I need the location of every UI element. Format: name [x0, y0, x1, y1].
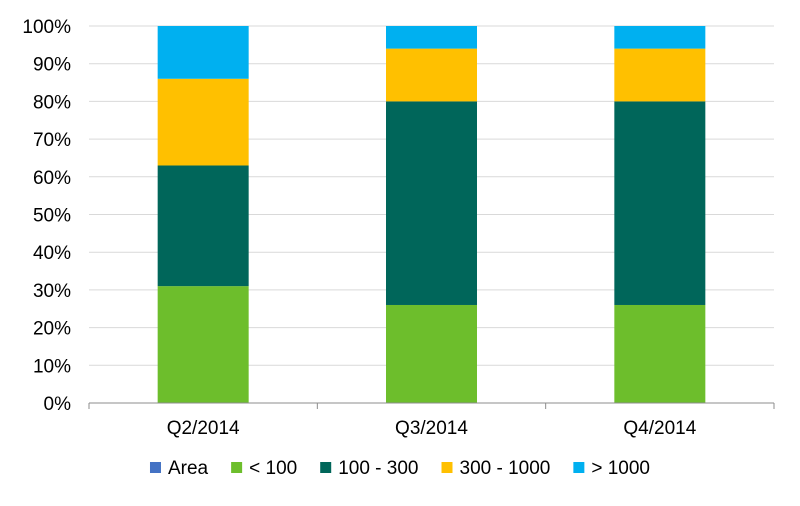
- legend-item: > 1000: [573, 458, 650, 479]
- legend-item: Area: [149, 458, 209, 479]
- legend: Area < 100 100 - 300 300 - 1000 > 1000: [149, 458, 650, 479]
- bar-segment: [614, 304, 706, 403]
- legend-swatch: [573, 462, 585, 473]
- bar-segment: [614, 48, 706, 102]
- y-tick-label: 80%: [33, 92, 71, 113]
- y-axis: 0% 10% 20% 30% 40% 50% 60% 70% 80% 90% 100%: [22, 17, 71, 415]
- legend-item: 100 - 300: [320, 458, 419, 479]
- legend-label: 100 - 300: [338, 458, 418, 479]
- y-tick-label: 90%: [33, 55, 71, 76]
- legend-swatch: [231, 462, 243, 473]
- legend-label: Area: [168, 458, 209, 479]
- bar-segment: [614, 101, 706, 305]
- y-tick-label: 70%: [33, 130, 71, 151]
- legend-swatch: [441, 462, 453, 473]
- legend-item: 300 - 1000: [441, 458, 551, 479]
- bar-segment: [386, 48, 477, 102]
- legend-label: > 1000: [591, 458, 650, 479]
- y-tick-label: 10%: [33, 356, 71, 377]
- y-tick-label: 100%: [22, 17, 71, 38]
- x-tick-label: Q4/2014: [623, 418, 696, 439]
- bars: [157, 26, 706, 403]
- y-tick-label: 20%: [33, 319, 71, 340]
- y-tick-label: 30%: [33, 281, 71, 302]
- y-tick-label: 50%: [33, 206, 71, 227]
- bar-segment: [157, 286, 249, 403]
- x-tick-label: Q3/2014: [395, 418, 468, 439]
- bar-segment: [386, 304, 477, 403]
- legend-swatch: [320, 462, 332, 473]
- y-tick-label: 40%: [33, 243, 71, 264]
- bar-segment: [157, 78, 249, 166]
- y-tick-label: 60%: [33, 168, 71, 189]
- legend-label: < 100: [249, 458, 297, 479]
- bar-segment: [157, 26, 249, 79]
- bar-segment: [614, 26, 706, 49]
- x-axis: Q2/2014 Q3/2014 Q4/2014: [88, 402, 775, 439]
- legend-swatch: [149, 462, 161, 473]
- x-tick-label: Q2/2014: [167, 418, 240, 439]
- bar-segment: [386, 101, 477, 305]
- bar-segment: [157, 165, 249, 287]
- legend-item: < 100: [231, 458, 297, 479]
- y-tick-label: 0%: [44, 394, 72, 415]
- bar-segment: [386, 26, 477, 49]
- legend-label: 300 - 1000: [460, 458, 551, 479]
